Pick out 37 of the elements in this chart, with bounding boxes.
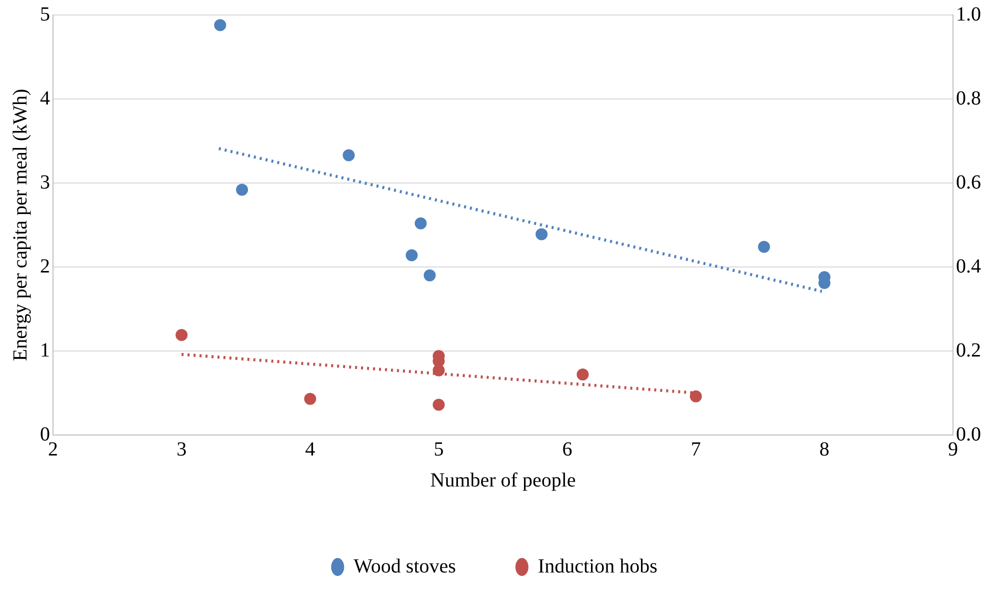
point (432, 364, 445, 376)
y2-tick-label: 1.0 (956, 3, 981, 26)
x-axis-title: Number of people (430, 469, 576, 492)
point (406, 249, 418, 262)
point (304, 392, 316, 405)
x-tick-label: 5 (434, 438, 444, 460)
point (424, 269, 436, 282)
point (414, 217, 427, 230)
legend-label: Wood stoves (354, 555, 456, 578)
x-tick-label: 3 (176, 438, 187, 460)
y2-tick-label: 0.6 (956, 171, 981, 194)
point (576, 368, 589, 381)
y2-tick-label: 0.0 (956, 423, 981, 446)
x-tick-label: 8 (819, 438, 830, 460)
point (432, 398, 445, 411)
y-tick-label: 2 (40, 255, 50, 278)
y-tick-label: 5 (40, 3, 50, 26)
point (214, 19, 226, 32)
y-tick-label: 1 (40, 339, 50, 362)
x-tick-label: 7 (690, 438, 701, 460)
point (236, 184, 248, 196)
x-tick-label: 4 (305, 438, 316, 460)
y-axis-title: Energy per capita per meal (kWh) (9, 88, 32, 362)
y-tick-label: 3 (40, 171, 50, 194)
point (536, 228, 548, 240)
y2-tick-label: 0.4 (956, 255, 981, 278)
point (342, 149, 355, 162)
y2-tick-label: 0.2 (956, 339, 981, 362)
point (690, 390, 702, 402)
point (758, 240, 770, 253)
legend-label: Induction hobs (538, 555, 658, 578)
x-tick-label: 9 (948, 438, 958, 460)
y-tick-label: 4 (40, 87, 50, 110)
y-tick-label: 0 (40, 423, 50, 446)
x-tick-label: 6 (562, 438, 572, 460)
point (176, 329, 188, 342)
y2-tick-label: 0.8 (956, 87, 981, 110)
